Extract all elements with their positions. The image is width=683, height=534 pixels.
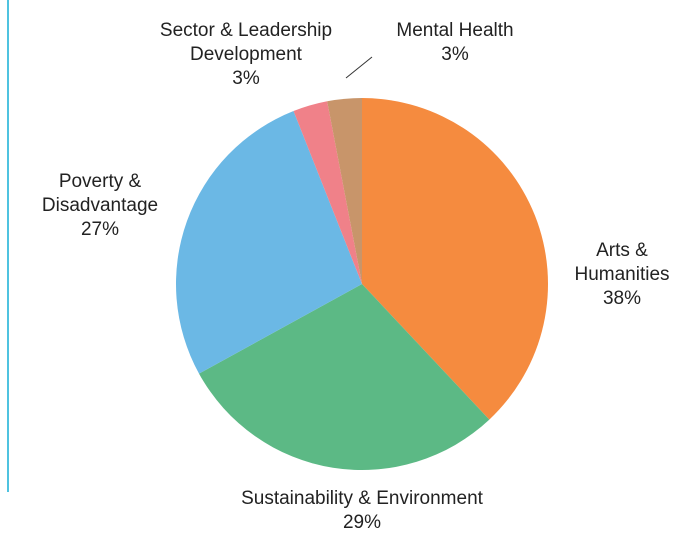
pie-labels: Arts & Humanities 38% Sustainability & Envi…: [42, 20, 670, 533]
pie-slice-sector-leadership-development: [293, 101, 362, 284]
slice-label-sector-leadership-development-0: Sector & Leadership: [160, 20, 332, 41]
slice-label-arts-humanities-1: Humanities: [574, 264, 669, 285]
slice-percent-sustainability-environment: 29%: [343, 512, 381, 533]
pie-slice-sustainability-environment: [199, 284, 490, 470]
slice-label-sector-leadership-development-1: Development: [190, 44, 303, 65]
slice-label-poverty-disadvantage-0: Poverty &: [59, 171, 142, 192]
slice-label-arts-humanities-0: Arts &: [596, 240, 648, 261]
pie-slice-mental-health: [327, 98, 362, 284]
pie-slice-poverty-disadvantage: [175, 111, 362, 374]
left-accent-rule: [7, 0, 9, 492]
slice-label-poverty-disadvantage-1: Disadvantage: [42, 195, 158, 216]
slice-percent-poverty-disadvantage: 27%: [81, 219, 119, 240]
slice-label-sustainability-environment-0: Sustainability & Environment: [241, 488, 484, 509]
leader-line-mental-health: [345, 56, 373, 79]
slice-percent-mental-health: 3%: [441, 44, 469, 65]
slice-label-mental-health-0: Mental Health: [396, 20, 513, 41]
pie-slice-arts-humanities: [362, 98, 549, 420]
slice-percent-arts-humanities: 38%: [603, 288, 641, 309]
pie-slices: [175, 98, 549, 470]
slice-percent-sector-leadership-development: 3%: [232, 68, 260, 89]
